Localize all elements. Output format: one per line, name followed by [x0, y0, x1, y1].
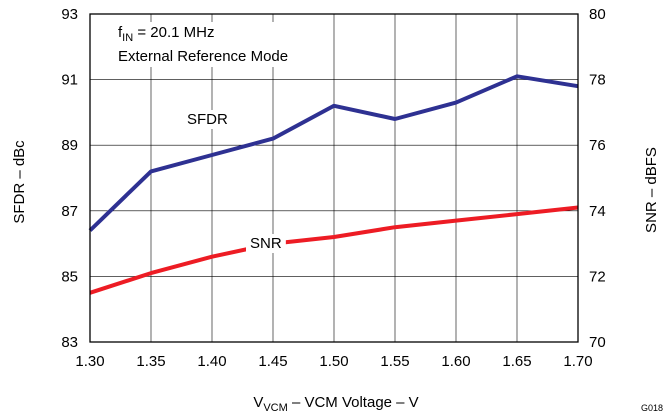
- annotation-frequency: fIN = 20.1 MHz: [118, 24, 214, 44]
- x-axis-label: VVCM – VCM Voltage – V: [253, 394, 418, 413]
- annotation-mode: External Reference Mode: [118, 48, 288, 65]
- y-right-tick-label: 80: [589, 6, 606, 23]
- y-left-tick-label: 93: [61, 6, 78, 23]
- x-tick-label: 1.60: [441, 353, 470, 370]
- y-left-tick-label: 85: [61, 268, 78, 285]
- sfdr-label-background: [184, 110, 231, 129]
- annotation-f: f: [118, 24, 123, 41]
- x-tick-label: 1.45: [258, 353, 287, 370]
- series-label-snr: SNR: [250, 235, 282, 252]
- annotation-frequency-value: = 20.1 MHz: [133, 24, 214, 41]
- y-left-tick-label: 91: [61, 72, 78, 89]
- y-left-ticks: 83 85 87 89 91 93: [61, 6, 78, 351]
- grid: [90, 14, 578, 342]
- y-right-tick-label: 72: [589, 268, 606, 285]
- x-tick-label: 1.40: [197, 353, 226, 370]
- y-axis-label-left: SFDR – dBc: [11, 140, 28, 224]
- y-right-tick-label: 70: [589, 334, 606, 351]
- x-axis-label-rest: – VCM Voltage – V: [288, 394, 419, 411]
- x-axis-label-v: V: [253, 394, 263, 411]
- x-tick-label: 1.65: [502, 353, 531, 370]
- y-left-tick-label: 89: [61, 137, 78, 154]
- annotation-box: [114, 22, 293, 67]
- y-axis-label-right: SNR – dBFS: [643, 147, 660, 233]
- y-left-tick-label: 87: [61, 203, 78, 220]
- x-tick-label: 1.35: [136, 353, 165, 370]
- x-tick-label: 1.30: [75, 353, 104, 370]
- y-right-tick-label: 74: [589, 203, 606, 220]
- x-ticks: 1.30 1.35 1.40 1.45 1.50 1.55 1.60 1.65 1.70: [75, 353, 592, 370]
- x-tick-label: 1.70: [563, 353, 592, 370]
- y-right-tick-label: 76: [589, 137, 606, 154]
- y-right-ticks: 70 72 74 76 78 80: [589, 6, 606, 351]
- x-axis-label-subscript: VCM: [263, 402, 287, 413]
- plot-frame: [89, 13, 579, 343]
- annotation-f-subscript: IN: [122, 32, 133, 44]
- figure-id: G018: [641, 403, 663, 413]
- snr-label-background: [246, 234, 286, 253]
- x-tick-label: 1.50: [319, 353, 348, 370]
- x-tick-label: 1.55: [380, 353, 409, 370]
- y-left-tick-label: 83: [61, 334, 78, 351]
- series-label-sfdr: SFDR: [187, 111, 228, 128]
- y-right-tick-label: 78: [589, 72, 606, 89]
